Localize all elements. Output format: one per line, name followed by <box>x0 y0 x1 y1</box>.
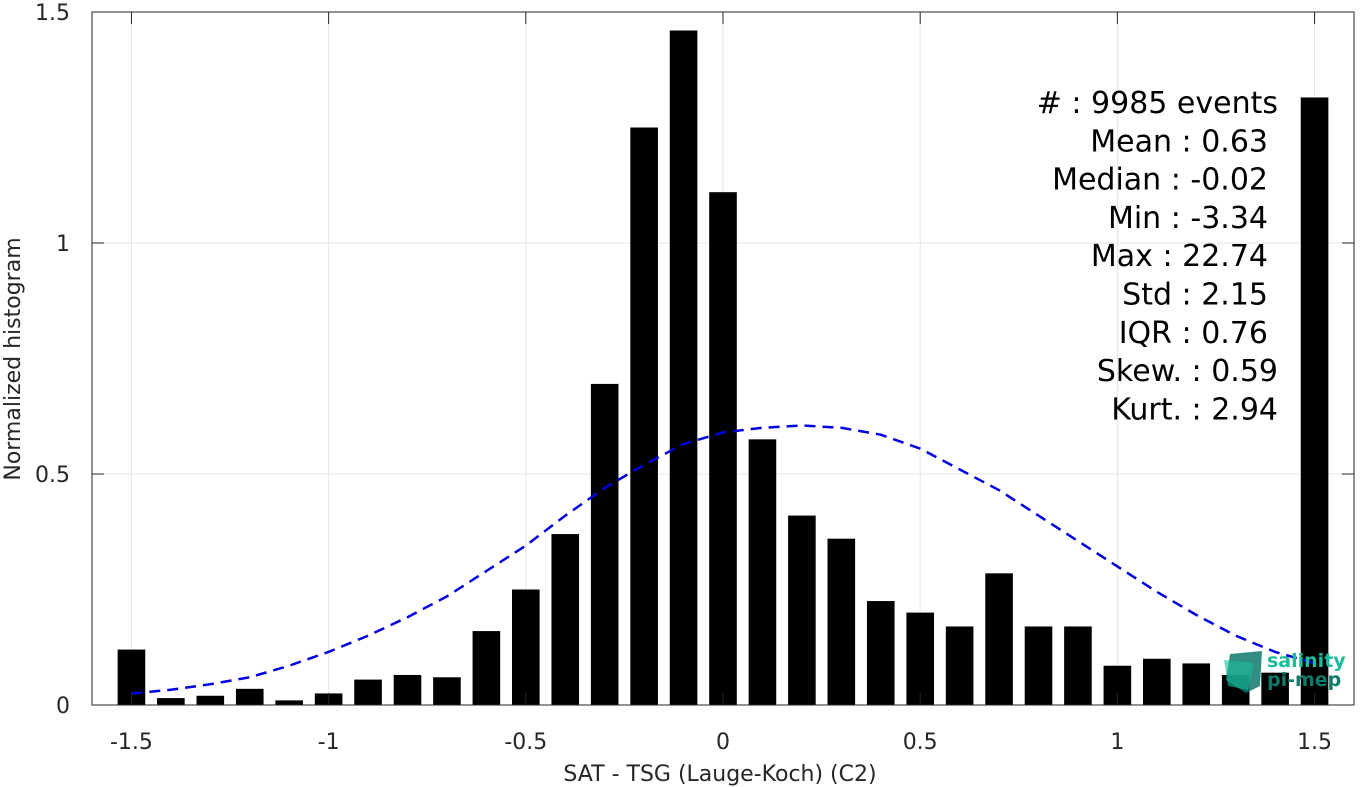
histogram-bar <box>1300 97 1329 706</box>
histogram-bar <box>551 534 580 705</box>
y-axis-label: Normalized histogram <box>1 237 26 480</box>
stat-annotation: Max : 22.74 <box>1091 239 1268 274</box>
histogram-bar <box>906 612 934 705</box>
x-tick-labels: -1.5 -1 -0.5 0 0.5 1 1.5 <box>110 730 1332 755</box>
x-tick-label: -1.5 <box>110 730 153 755</box>
histogram-bar <box>235 688 264 705</box>
x-tick-label: 0.5 <box>903 730 938 755</box>
y-tick-label: 0.5 <box>35 463 70 488</box>
histogram-bar <box>1064 626 1092 705</box>
histogram-bar <box>354 679 382 705</box>
x-tick-label: 1.5 <box>1297 730 1332 755</box>
histogram-bar <box>590 383 619 705</box>
histogram-bar <box>945 626 974 705</box>
stat-annotation: Median : -0.02 <box>1052 163 1268 198</box>
salinity-pi-mep-logo: salinity pi-mep <box>1224 650 1346 693</box>
histogram-bar <box>512 589 540 705</box>
histogram-bar <box>630 127 658 705</box>
histogram-bar <box>393 674 422 705</box>
x-tick-label: 0 <box>716 730 730 755</box>
stat-annotation: Min : -3.34 <box>1108 201 1268 236</box>
histogram-bar <box>709 192 737 705</box>
y-tick-label: 1 <box>56 232 70 257</box>
histogram-bar <box>1182 663 1211 705</box>
x-tick-label: 1 <box>1110 730 1124 755</box>
histogram-bar <box>669 30 698 706</box>
logo-shape <box>1224 660 1254 690</box>
y-tick-labels: 0 0.5 1 1.5 <box>35 1 70 719</box>
histogram-bar <box>748 439 777 705</box>
histogram-bar <box>472 631 501 705</box>
histogram-bar <box>827 538 856 705</box>
histogram-bar <box>275 700 303 705</box>
axis-ticks <box>92 11 1354 706</box>
y-tick-label: 1.5 <box>35 1 70 26</box>
histogram-bar <box>196 695 225 705</box>
x-tick-label: -0.5 <box>504 730 547 755</box>
stat-annotation: Kurt. : 2.94 <box>1111 392 1278 427</box>
stat-annotation: Mean : 0.63 <box>1090 124 1268 159</box>
stat-annotation: Skew. : 0.59 <box>1097 354 1278 389</box>
stat-annotation: # : 9985 events <box>1037 86 1278 121</box>
y-tick-label: 0 <box>56 694 70 719</box>
x-tick-label: -1 <box>318 730 340 755</box>
histogram-bar <box>866 601 895 705</box>
fit-curve <box>131 424 1315 695</box>
histogram-bar <box>985 573 1013 705</box>
stat-annotation: Std : 2.15 <box>1122 278 1268 313</box>
histogram-bar <box>788 515 816 705</box>
logo-line-1: salinity <box>1267 650 1346 672</box>
x-axis-label: SAT - TSG (Lauge-Koch) (C2) <box>563 762 876 787</box>
histogram-bar <box>157 698 185 705</box>
histogram-bars <box>117 30 1329 706</box>
histogram-bar <box>1143 658 1171 705</box>
histogram-bar <box>1261 672 1289 705</box>
histogram-bar <box>1024 626 1053 705</box>
stat-annotation: IQR : 0.76 <box>1119 316 1268 351</box>
logo-line-2: pi-mep <box>1267 669 1341 691</box>
histogram-bar <box>433 677 461 705</box>
